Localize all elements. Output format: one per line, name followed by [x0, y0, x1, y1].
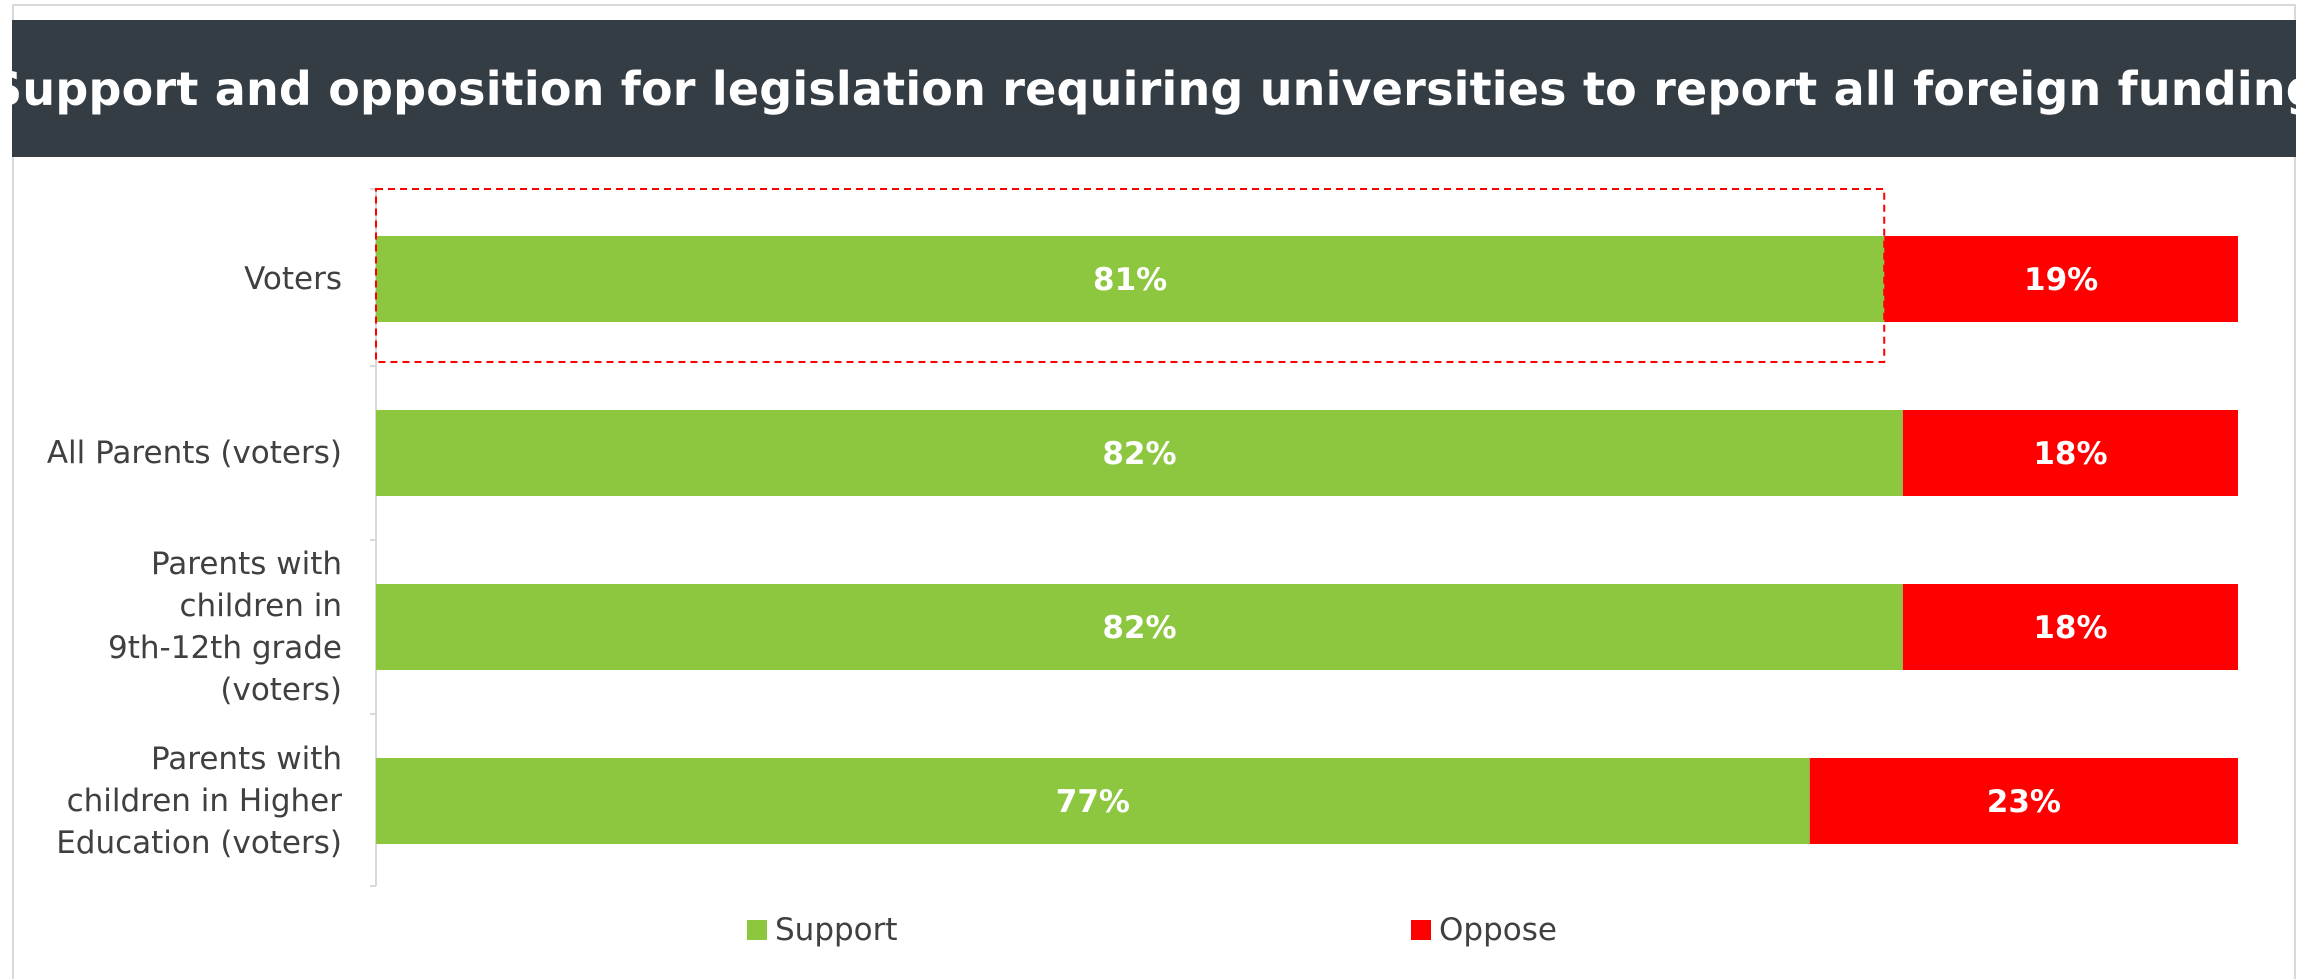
legend-support: Support	[747, 912, 898, 948]
chart-frame	[12, 4, 2296, 979]
bar-support-2	[376, 584, 1903, 670]
bar-oppose-2	[1902, 584, 2238, 670]
legend-oppose: Oppose	[1411, 912, 1557, 948]
data-label-support-2: 82%	[1102, 610, 1176, 646]
category-label-0: Voters	[244, 261, 342, 297]
data-label-oppose-2: 18%	[2033, 610, 2107, 646]
category-label-3: Parents with children in Higher Education …	[56, 741, 342, 861]
category-label-1: All Parents (voters)	[46, 435, 342, 471]
category-label-2: Parents with children in 9th-12th grade (vo…	[108, 546, 342, 708]
data-label-support-1: 82%	[1102, 436, 1176, 472]
bar-oppose-0	[1884, 236, 2238, 322]
data-label-oppose-1: 18%	[2033, 436, 2107, 472]
data-label-oppose-3: 23%	[1987, 784, 2061, 820]
legend-oppose-swatch	[1411, 920, 1431, 940]
bar-support-1	[376, 410, 1903, 496]
title-bar: Support and opposition for legislation r…	[0, 20, 2303, 157]
legend-oppose-label: Oppose	[1439, 912, 1557, 948]
legend-support-swatch	[747, 920, 767, 940]
chart-title: Support and opposition for legislation r…	[0, 61, 2303, 116]
bar-oppose-1	[1902, 410, 2238, 496]
data-label-support-0: 81%	[1093, 262, 1167, 298]
data-label-support-3: 77%	[1056, 784, 1130, 820]
legend-support-label: Support	[775, 912, 898, 948]
bar-support-3	[376, 758, 1810, 844]
bar-oppose-3	[1809, 758, 2238, 844]
data-label-oppose-0: 19%	[2024, 262, 2098, 298]
bar-support-0	[376, 236, 1885, 322]
